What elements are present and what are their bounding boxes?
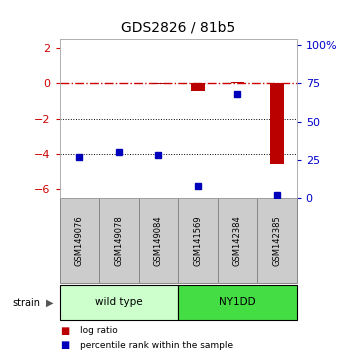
Text: GSM142385: GSM142385 [272, 215, 281, 266]
Bar [191, 83, 205, 91]
Text: GSM149084: GSM149084 [154, 215, 163, 266]
Bar [231, 82, 244, 83]
Text: GSM149076: GSM149076 [75, 215, 84, 266]
Bar [99, 198, 139, 283]
Bar [270, 83, 284, 164]
Text: GSM149078: GSM149078 [115, 215, 123, 266]
Title: GDS2826 / 81b5: GDS2826 / 81b5 [121, 21, 235, 35]
Bar [257, 198, 297, 283]
Text: GSM141569: GSM141569 [193, 215, 203, 266]
Text: ■: ■ [60, 326, 69, 336]
Bar [151, 83, 165, 84]
Text: wild type: wild type [95, 297, 143, 307]
Text: percentile rank within the sample: percentile rank within the sample [80, 341, 233, 350]
Bar [178, 198, 218, 283]
Bar [60, 198, 99, 283]
Bar [60, 285, 178, 320]
Text: log ratio: log ratio [80, 326, 118, 336]
Text: NY1DD: NY1DD [219, 297, 256, 307]
Text: GSM142384: GSM142384 [233, 215, 242, 266]
Bar [218, 198, 257, 283]
Bar [139, 198, 178, 283]
Bar [178, 285, 297, 320]
Text: ■: ■ [60, 340, 69, 350]
Text: ▶: ▶ [46, 298, 54, 308]
Text: strain: strain [12, 298, 40, 308]
